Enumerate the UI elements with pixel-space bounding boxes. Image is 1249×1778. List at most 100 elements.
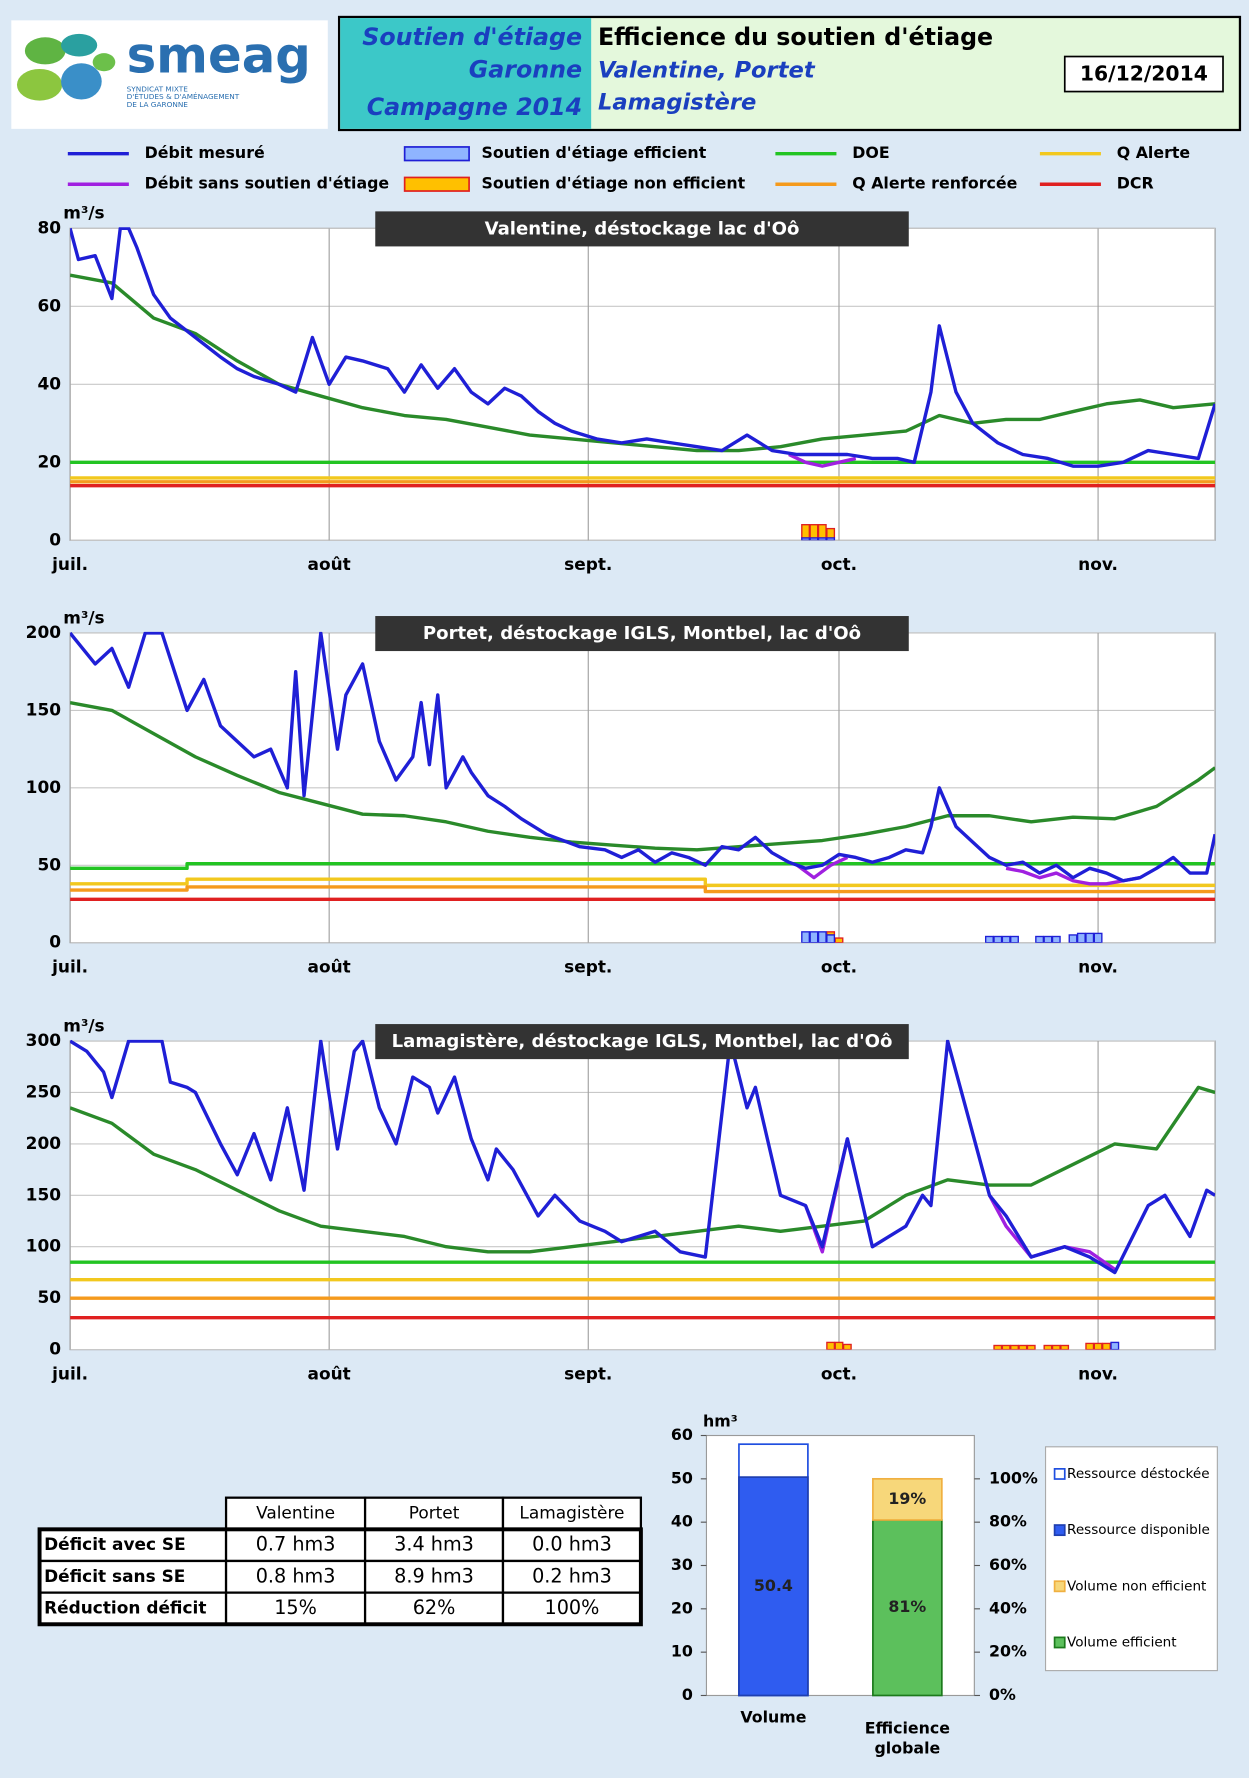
date: 16/12/2014 bbox=[1080, 62, 1208, 86]
support-bar bbox=[1085, 932, 1095, 943]
legend-box bbox=[1044, 1446, 1218, 1672]
table-cell-text: 100% bbox=[544, 1596, 599, 1619]
table-cell-text: 0.0 hm3 bbox=[532, 1533, 612, 1556]
y-axis-label: m³/s bbox=[63, 203, 104, 223]
x-tick-label: août bbox=[308, 554, 351, 574]
support-bar bbox=[826, 934, 836, 943]
series-line bbox=[70, 877, 1216, 888]
support-bar bbox=[1060, 1344, 1070, 1350]
legend-swatch bbox=[1053, 1524, 1066, 1537]
legend-label: Volume efficient bbox=[1067, 1634, 1177, 1650]
support-bar bbox=[1068, 934, 1078, 943]
series-line bbox=[70, 631, 1216, 883]
support-bar bbox=[834, 937, 844, 943]
legend-label: Soutien d'étiage non efficient bbox=[482, 174, 746, 193]
chart-title-box bbox=[375, 211, 909, 247]
support-bar bbox=[993, 1344, 1003, 1350]
y-tick-label: 0 bbox=[49, 1339, 61, 1359]
support-bar bbox=[834, 1341, 844, 1350]
logo-shape bbox=[61, 33, 98, 57]
table-cell-text: 0.7 hm3 bbox=[256, 1533, 336, 1556]
table-cell-text: 0.2 hm3 bbox=[532, 1564, 612, 1587]
logo-shape bbox=[61, 63, 102, 100]
value-label: 50.4 bbox=[754, 1576, 793, 1595]
table-header: Portet bbox=[409, 1503, 460, 1523]
logo-name: smeag bbox=[127, 26, 311, 84]
y-tick-label: 60 bbox=[671, 1425, 693, 1444]
logo-shape bbox=[92, 53, 116, 72]
legend-swatch bbox=[403, 146, 470, 162]
x-tick-label: juil. bbox=[51, 554, 88, 574]
x-tick-label: août bbox=[308, 1363, 351, 1383]
table-cell-text: 8.9 hm3 bbox=[394, 1564, 474, 1587]
support-bar bbox=[1026, 1344, 1036, 1350]
series-line bbox=[70, 1085, 1216, 1254]
legend-label: DOE bbox=[852, 143, 889, 162]
table-cell bbox=[363, 1591, 505, 1626]
x-tick-label: août bbox=[308, 957, 351, 977]
x-tick-label: oct. bbox=[821, 1363, 857, 1383]
legend-swatch bbox=[1053, 1580, 1066, 1593]
support-bar bbox=[809, 524, 819, 539]
y-tick-label: 100 bbox=[26, 1236, 61, 1256]
support-bar bbox=[1093, 932, 1103, 943]
header: Soutien d'étiage Garonne Campagne 2014 E… bbox=[337, 15, 1242, 132]
y-tick-label: 20 bbox=[671, 1598, 693, 1617]
y-tick-label: 0 bbox=[682, 1685, 693, 1704]
support-bar bbox=[1010, 1344, 1019, 1350]
y2-tick-label: 60% bbox=[989, 1555, 1027, 1574]
date-box bbox=[1063, 55, 1224, 93]
y-axis-label: m³/s bbox=[63, 1015, 104, 1035]
x-tick-label: juil. bbox=[51, 1363, 88, 1383]
y-tick-label: 300 bbox=[26, 1030, 61, 1050]
table-row-label: Déficit sans SE bbox=[44, 1566, 185, 1586]
chart-title: Lamagistère, déstockage IGLS, Montbel, l… bbox=[392, 1031, 893, 1052]
chart-title: Portet, déstockage IGLS, Montbel, lac d'… bbox=[423, 623, 861, 644]
support-bar bbox=[1043, 935, 1053, 943]
support-bar bbox=[809, 931, 819, 943]
x-tick-label: oct. bbox=[821, 957, 857, 977]
legend-label: DCR bbox=[1117, 174, 1154, 193]
efficiency-bar bbox=[872, 1477, 943, 1521]
y-tick-label: 0 bbox=[49, 529, 61, 549]
series-line bbox=[788, 452, 857, 468]
legend-swatch bbox=[1053, 1468, 1066, 1480]
header-title: Efficience du soutien d'étiage bbox=[598, 23, 993, 51]
value-label: 19% bbox=[888, 1489, 926, 1508]
x-tick-label: Volume bbox=[740, 1708, 806, 1727]
x-tick-label: nov. bbox=[1078, 957, 1118, 977]
x-tick-label: nov. bbox=[1078, 554, 1118, 574]
y-tick-label: 80 bbox=[37, 217, 61, 237]
table-header: Lamagistère bbox=[519, 1503, 624, 1523]
y-tick-label: 50 bbox=[37, 854, 61, 874]
plot bbox=[70, 631, 1216, 943]
y-axis-label: hm³ bbox=[703, 1411, 738, 1430]
support-bar bbox=[826, 537, 836, 541]
table-cell-text: 15% bbox=[274, 1596, 317, 1619]
support-bar bbox=[817, 537, 827, 541]
support-bar bbox=[1001, 1344, 1011, 1350]
table-cell-text: 62% bbox=[413, 1596, 456, 1619]
logo-shape bbox=[16, 68, 63, 101]
y-tick-label: 0 bbox=[49, 932, 61, 952]
support-bar bbox=[1085, 1342, 1095, 1350]
y-tick-label: 40 bbox=[37, 373, 61, 393]
x-tick-label: nov. bbox=[1078, 1363, 1118, 1383]
y-tick-label: 30 bbox=[671, 1555, 693, 1574]
support-bar bbox=[801, 931, 811, 943]
y-tick-label: 20 bbox=[37, 451, 61, 471]
support-bar bbox=[1043, 1344, 1053, 1350]
y-tick-label: 50 bbox=[671, 1468, 693, 1487]
table-row-label: Déficit avec SE bbox=[44, 1534, 186, 1554]
volume-bar bbox=[738, 1476, 809, 1697]
y-tick-label: 10 bbox=[671, 1642, 693, 1661]
support-bar bbox=[1051, 1344, 1061, 1350]
series-line bbox=[70, 227, 1216, 468]
header-left: Campagne 2014 bbox=[367, 93, 582, 121]
chart-title: Valentine, déstockage lac d'Oô bbox=[485, 218, 800, 239]
table-cell-text: 3.4 hm3 bbox=[394, 1533, 474, 1556]
support-bar bbox=[842, 1343, 852, 1350]
table-border bbox=[37, 1527, 643, 1627]
